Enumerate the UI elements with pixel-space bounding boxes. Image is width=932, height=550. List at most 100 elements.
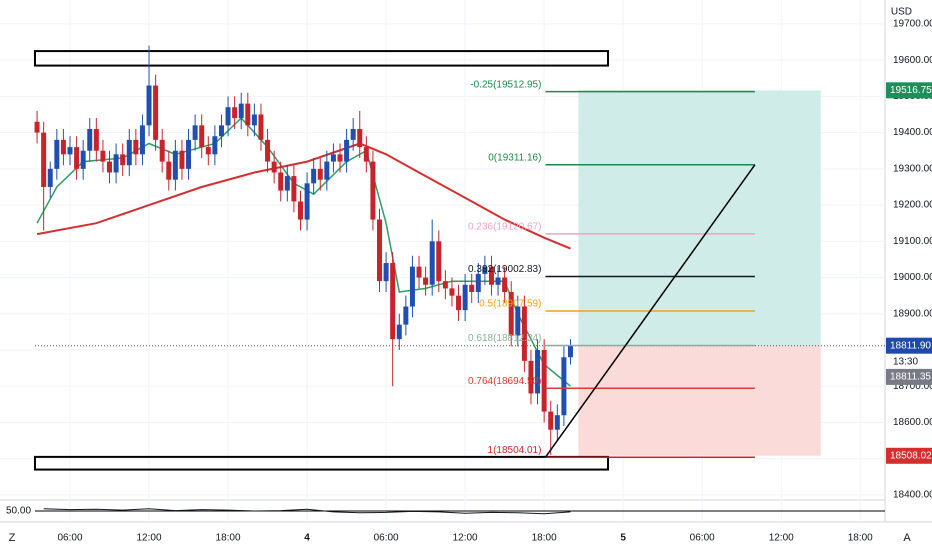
fib-label: -0.25(19512.95) [470,79,541,90]
candle-body [311,168,317,184]
candle-body [350,128,356,140]
candle-body [456,295,462,311]
x-tick-label: 4 [304,533,310,544]
x-tick-label: 12:00 [453,533,478,544]
candle-body [74,147,80,169]
x-tick-label: 12:00 [769,533,794,544]
candle-body [47,168,53,187]
target-zone [578,90,821,346]
price-label: 18811.35 [890,372,931,383]
x-tick-label: 5 [620,533,626,544]
candle-body [495,277,501,285]
y-tick-label: 19700.00 [893,19,932,30]
candle-body [383,263,389,282]
candle-body [561,357,567,416]
y-tick-label: 19400.00 [893,127,932,138]
currency[interactable]: USD [891,7,912,18]
candle-body [258,114,264,140]
x-tick-label: 06:00 [690,533,715,544]
candle-body [488,266,494,285]
fib-label: 1(18504.01) [488,445,542,456]
fib-label: 0.236(19120.67) [468,221,541,232]
candle-body [337,154,343,162]
candle-body [462,284,468,311]
candle-body [508,292,514,336]
candle-body [218,125,224,137]
trend-line [544,164,756,458]
candle-body [107,161,113,173]
candle-body [390,263,396,340]
candle-body [469,284,475,293]
price-label-bg [886,368,932,385]
candle-body [232,107,238,119]
candle-body [41,132,47,187]
candle-body [251,114,257,126]
candle-body [100,150,106,162]
candle-body [153,85,159,140]
y-tick-label: 18400.00 [893,490,932,501]
candle-body [423,277,429,285]
candle-body [146,85,152,126]
candle-body [60,139,66,155]
candle-body [363,147,369,162]
candle-body [192,125,198,140]
price-label-bg [886,447,932,464]
candle-body [429,241,435,285]
x-tick-label: 12:00 [137,533,162,544]
candle-body [172,150,178,180]
candle-body [113,154,119,173]
y-tick-label: 18700.00 [893,381,932,392]
candle-body [515,306,521,336]
candle-body [179,150,185,169]
candle-body [225,107,231,126]
candle-body [278,172,284,191]
y-tick-label: 19300.00 [893,163,932,174]
candle-body [139,125,145,155]
toolbar-left[interactable]: Z [9,532,16,544]
candle-body [271,161,277,173]
candle-body [403,306,409,325]
x-tick-label: 18:00 [532,533,557,544]
indicator-line [43,508,571,515]
price-label-bg [886,82,932,99]
candle-body [396,324,402,340]
candle-body [126,139,132,166]
candle-body [567,345,573,358]
candle-body [370,161,376,220]
y-tick-label: 19000.00 [893,272,932,283]
candle-body [159,139,165,162]
price-label: 18811.90 [890,340,931,351]
price-label: 19516.75 [890,85,932,96]
price-label-bg [886,337,932,354]
x-tick-label: 18:00 [216,533,241,544]
y-tick-label: 19600.00 [893,55,932,66]
toolbar-right[interactable]: A [903,532,911,544]
candle-body [133,139,139,155]
box [33,455,610,471]
candle-body [528,360,534,394]
fib-label: 0.5(18907.59) [479,299,541,310]
candle-body [304,183,310,220]
candle-body [541,350,547,412]
fib-label: 0.618(18812.34) [468,333,541,344]
stop-zone [578,345,821,456]
candle-body [535,350,541,394]
fib-label: 0(19311.16) [488,152,541,163]
candle-body [186,139,192,169]
candle-body [442,281,448,289]
candle-body [377,219,383,282]
candle-body [324,161,330,180]
candle-body [291,176,297,202]
candle-body [284,176,290,191]
candle-body [475,273,481,293]
price-label: 18508.02 [890,450,932,461]
candle-body [317,168,323,180]
candle-body [548,411,554,430]
candle-body [120,154,126,166]
candle-body [265,139,271,162]
fib-label: 0.382(19002.83) [468,264,541,275]
candle-body [212,136,218,155]
candle-body [344,139,350,162]
candle-body [87,128,93,151]
